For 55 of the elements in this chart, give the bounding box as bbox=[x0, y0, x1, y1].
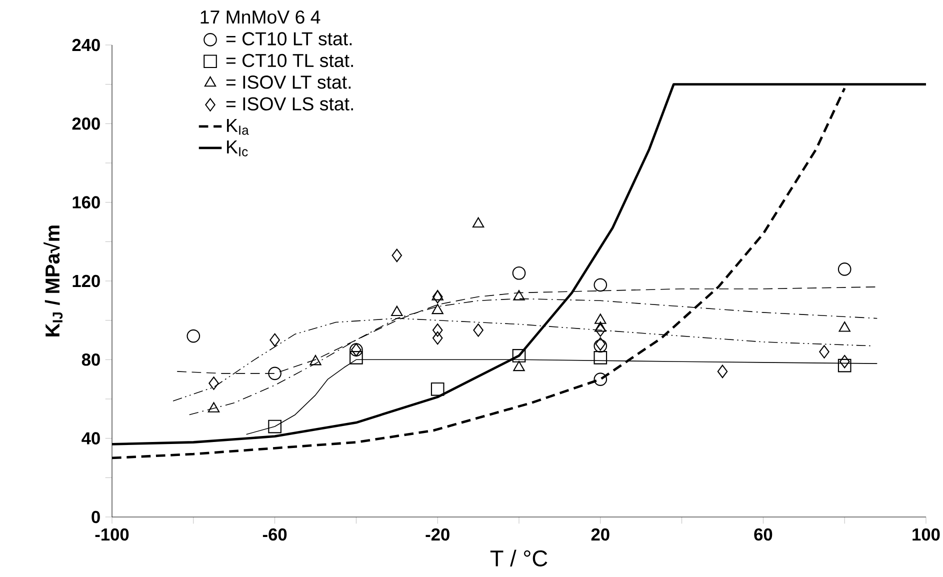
point bbox=[270, 333, 280, 347]
legend-label: K$_{Ia}$ bbox=[227, 118, 249, 135]
point bbox=[350, 351, 363, 364]
point bbox=[512, 349, 526, 362]
point bbox=[819, 345, 830, 358]
legend-label: = ISOV LS stat. bbox=[226, 97, 353, 110]
point bbox=[717, 364, 728, 378]
point bbox=[432, 331, 443, 345]
y-tick-label: 40 bbox=[82, 432, 100, 444]
point bbox=[310, 354, 322, 366]
legend-title: 17 MnMoV 6 4 bbox=[200, 10, 320, 24]
point bbox=[268, 366, 282, 380]
point bbox=[472, 217, 484, 228]
point bbox=[594, 372, 608, 386]
point bbox=[513, 290, 525, 300]
point bbox=[838, 262, 852, 276]
point bbox=[186, 329, 200, 343]
point bbox=[432, 290, 444, 300]
y-tick-label: 120 bbox=[72, 274, 100, 288]
y-tick-label: 80 bbox=[82, 354, 100, 366]
point bbox=[594, 278, 608, 292]
x-tick-label: -60 bbox=[262, 528, 287, 541]
point bbox=[838, 322, 850, 332]
point bbox=[432, 304, 444, 314]
y-tick-label: 0 bbox=[92, 510, 100, 524]
y-tick-label: 240 bbox=[72, 38, 100, 52]
point bbox=[473, 323, 484, 337]
y-axis-title: K$_{IJ}$ / MPa√m bbox=[44, 226, 63, 336]
x-tick-label: -100 bbox=[95, 528, 129, 541]
legend-label: = CT10 LT stat. bbox=[226, 32, 352, 46]
point bbox=[392, 248, 402, 262]
x-tick-label: 60 bbox=[754, 528, 772, 541]
legend-label: = CT10 TL stat. bbox=[226, 54, 353, 68]
y-tick-label: 200 bbox=[72, 118, 100, 130]
x-tick-label: 20 bbox=[591, 528, 610, 541]
point bbox=[432, 323, 443, 337]
point bbox=[839, 354, 850, 368]
point bbox=[594, 314, 606, 324]
legend-label: K$_{Ic}$ bbox=[227, 140, 248, 156]
point bbox=[432, 290, 443, 304]
legend-label: = ISOV LT stat. bbox=[226, 76, 351, 89]
x-axis-title: T / °C bbox=[490, 550, 548, 566]
point bbox=[391, 306, 403, 316]
point bbox=[595, 323, 606, 337]
point bbox=[512, 266, 526, 280]
point bbox=[594, 351, 608, 364]
point bbox=[513, 360, 525, 372]
y-tick-label: 160 bbox=[72, 196, 100, 208]
point bbox=[208, 402, 220, 412]
point bbox=[208, 376, 219, 390]
x-tick-label: 100 bbox=[912, 528, 940, 541]
x-tick-label: -20 bbox=[426, 528, 450, 541]
point bbox=[430, 382, 444, 396]
point bbox=[838, 358, 852, 372]
point bbox=[268, 420, 282, 434]
